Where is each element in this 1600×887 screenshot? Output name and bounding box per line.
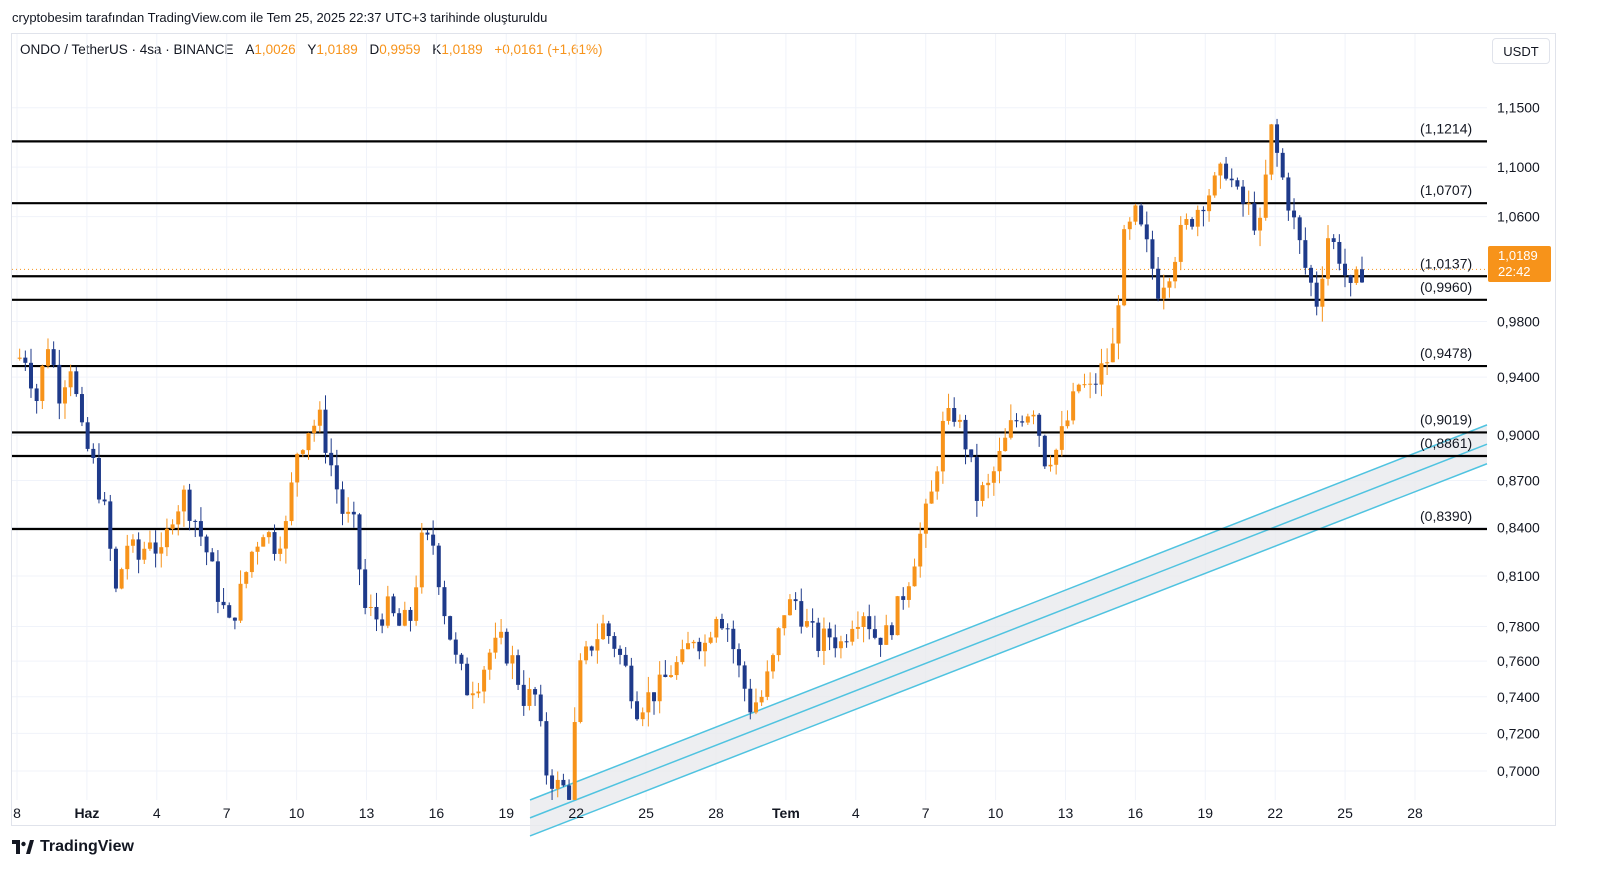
low-label: D xyxy=(369,42,380,57)
tradingview-logo[interactable]: TradingView xyxy=(12,838,134,856)
close-value: 1,0189 xyxy=(441,42,483,57)
tradingview-logo-icon xyxy=(12,840,34,854)
open-value: 1,0026 xyxy=(254,42,296,57)
change-value: +0,0161 (+1,61%) xyxy=(494,42,603,57)
high-value: 1,0189 xyxy=(316,42,358,57)
brand-name: TradingView xyxy=(40,838,134,855)
low-value: 0,9959 xyxy=(379,42,421,57)
chart-attribution: cryptobesim tarafından TradingView.com i… xyxy=(12,10,548,25)
last-price-tag: 1,0189 22:42 xyxy=(1488,246,1551,282)
high-label: Y xyxy=(307,42,317,57)
symbol-legend: ONDO / TetherUS · 4sa · BINANCE A1,0026 … xyxy=(20,42,602,57)
open-label: A xyxy=(245,42,255,57)
symbol-name[interactable]: ONDO / TetherUS · 4sa · BINANCE xyxy=(20,42,234,57)
bar-countdown: 22:42 xyxy=(1498,264,1531,279)
currency-button[interactable]: USDT xyxy=(1492,38,1550,64)
chart-frame xyxy=(11,33,1556,826)
close-label: K xyxy=(432,42,442,57)
last-price-value: 1,0189 xyxy=(1498,248,1538,263)
